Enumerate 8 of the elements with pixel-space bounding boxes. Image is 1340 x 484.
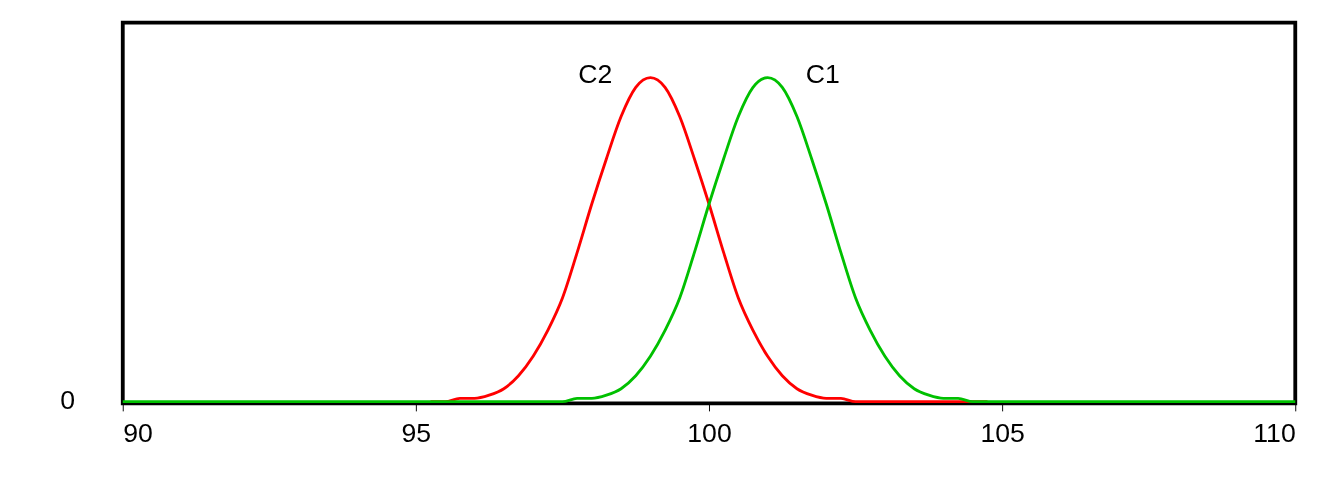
- x-tick-label: 95: [401, 417, 432, 448]
- x-tick-label: 90: [123, 417, 153, 448]
- x-tick-label: 100: [687, 417, 732, 448]
- x-tick-label: 105: [980, 417, 1025, 448]
- series-label: C2: [578, 59, 613, 90]
- text: 0: [60, 385, 76, 416]
- series-label: C1: [805, 59, 840, 90]
- x-tick-label: 110: [1253, 417, 1296, 448]
